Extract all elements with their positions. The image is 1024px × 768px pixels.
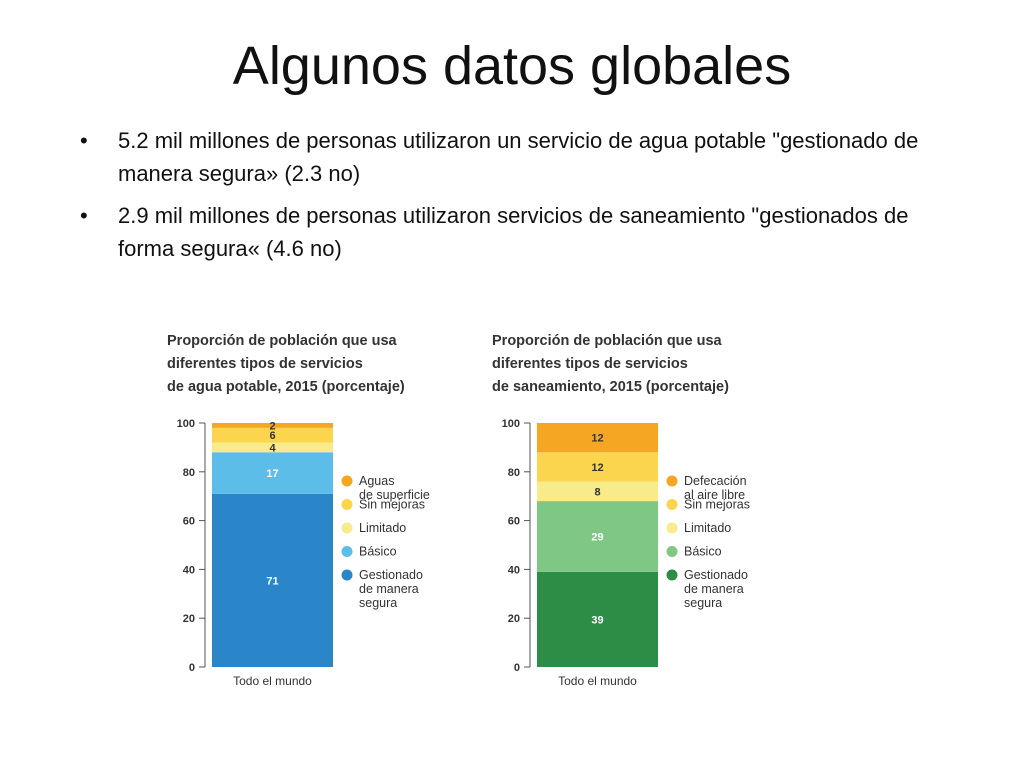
legend-swatch [666,546,678,557]
data-label: 4 [269,442,276,454]
y-tick-label: 20 [508,613,520,625]
y-tick-label: 40 [183,564,195,576]
legend-label: Limitado [359,521,406,535]
chart-title-line: diferentes tipos de servicios [167,356,363,372]
legend-swatch [341,546,353,557]
data-label: 12 [591,433,603,445]
legend-swatch [341,569,353,581]
bar-segment [537,423,658,453]
legend-label: de manera [359,582,419,596]
bullet-text: 5.2 mil millones de personas utilizaron … [118,128,919,186]
y-tick-label: 20 [183,613,195,625]
legend-label: de superficie [359,488,430,502]
legend-label: Defecación [684,474,747,488]
y-tick-label: 100 [177,418,195,430]
legend-swatch [666,475,678,487]
legend-label: Limitado [684,521,731,535]
bar-segment [537,481,658,502]
legend-swatch [666,569,678,581]
bar-segment [537,452,658,482]
y-tick-label: 60 [183,516,195,528]
y-tick-label: 0 [189,662,195,674]
legend-label: Básico [684,545,722,559]
bar-segment [212,427,333,443]
data-label: 39 [591,614,603,626]
legend-label: Gestionado [359,568,423,582]
legend-label: Sin mejoras [359,498,425,512]
chart-title-line: de saneamiento, 2015 (porcentaje) [492,379,729,395]
legend-swatch [341,522,353,534]
slide-title: Algunos datos globales [232,36,792,96]
legend-swatch [666,522,678,534]
bullet-list: • 5.2 mil millones de personas utilizaro… [80,124,960,274]
y-tick-label: 80 [183,467,195,479]
data-label: 29 [591,531,603,543]
chart-title-line: Proporción de población que usa [167,333,398,349]
bullet-text: 2.9 mil millones de personas utilizaron … [118,203,909,261]
data-label: 8 [594,486,600,498]
x-category-label: Todo el mundo [233,674,312,688]
legend-label: Gestionado [684,568,748,582]
legend-label: segura [684,596,722,610]
legend-swatch [341,499,353,510]
bar-segment [212,452,333,494]
y-tick-label: 100 [502,418,520,430]
legend-label: Sin mejoras [684,498,750,512]
legend-swatch [341,475,353,487]
chart-title-line: de agua potable, 2015 (porcentaje) [167,379,405,395]
data-label: 6 [269,430,275,442]
legend-label: Aguas [359,474,394,488]
bullet-dot-icon: • [80,203,88,228]
bar-segment [537,501,658,572]
chart-title-line: Proporción de población que usa [492,333,723,349]
data-label: 17 [266,468,278,480]
y-tick-label: 80 [508,467,520,479]
bullet-item: • 2.9 mil millones de personas utilizaro… [80,199,960,265]
bar-segment [212,442,333,453]
legend-label: Básico [359,545,397,559]
chart-title-line: diferentes tipos de servicios [492,356,688,372]
legend-label: al aire libre [684,488,745,502]
bullet-dot-icon: • [80,128,88,153]
data-label: 2 [269,420,275,432]
data-label: 71 [266,575,278,587]
y-tick-label: 0 [514,662,520,674]
sanitation-services-chart: Proporción de población que usa diferente… [492,333,750,688]
legend-swatch [666,499,678,510]
legend-label: segura [359,596,397,610]
bullet-item: • 5.2 mil millones de personas utilizaro… [80,124,960,190]
legend-label: de manera [684,582,744,596]
data-label: 12 [591,462,603,474]
bar-segment [537,571,658,667]
bar-segment [212,423,333,428]
x-category-label: Todo el mundo [558,674,637,688]
bar-segment [212,493,333,667]
y-tick-label: 60 [508,516,520,528]
y-tick-label: 40 [508,564,520,576]
water-services-chart: Proporción de población que usa diferente… [167,333,430,688]
